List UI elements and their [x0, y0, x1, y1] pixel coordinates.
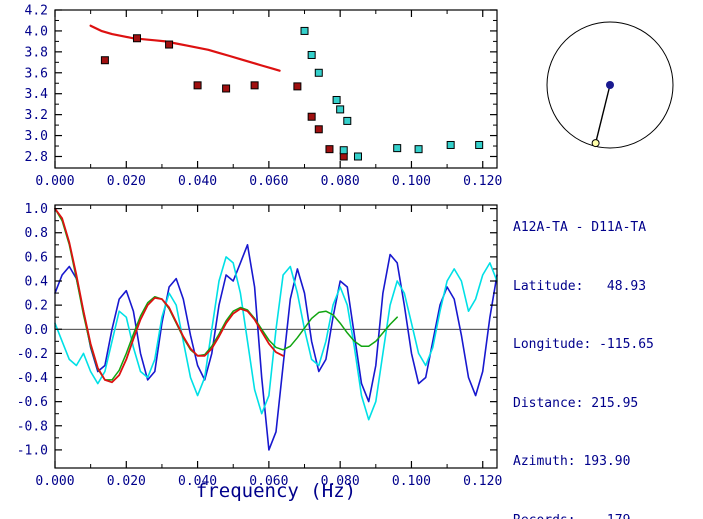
waveform-spectrum-chart: frequency (Hz) 0.000 0.020 0.040 0.060 0.080… — [17, 202, 503, 502]
info-line-records: Records: 179 — [513, 511, 654, 519]
y-tick-label: -0.4 — [17, 371, 48, 386]
y-tick-label: 3.2 — [25, 108, 48, 123]
x-tick-label: 0.040 — [178, 174, 217, 189]
plot-frame — [54, 9, 498, 169]
x-tick-label: 0.120 — [463, 474, 502, 489]
station-info-panel: A12A-TA - D11A-TA Latitude: 48.93 Longit… — [513, 179, 654, 519]
x-tick-label: 0.100 — [392, 474, 431, 489]
x-tick-label: 0.080 — [321, 174, 360, 189]
azimuth-diagram — [546, 21, 674, 149]
x-tick-label: 0.040 — [178, 474, 217, 489]
y-tick-label: -0.6 — [17, 395, 48, 410]
x-axis-title: frequency (Hz) — [196, 480, 356, 502]
y-tick-label: 0.6 — [25, 250, 48, 265]
coherence-trace-blue — [54, 243, 498, 451]
station-pair-label: A12A-TA - D11A-TA — [513, 220, 647, 235]
x-tick-label: 0.020 — [107, 474, 146, 489]
y-tick-label: 4.0 — [25, 24, 48, 39]
y-tick-label: 3.6 — [25, 66, 48, 81]
dispersion-curve-chart: 0.000 0.020 0.040 0.060 0.080 0.100 0.120 4.2 4.… — [25, 4, 503, 190]
y-tick-label: 3.0 — [25, 129, 48, 144]
y-tick-label: 0.2 — [25, 299, 48, 314]
y-tick-label: 0.8 — [25, 226, 48, 241]
info-line-azimuth: Azimuth: 193.90 — [513, 454, 631, 469]
x-tick-label: 0.060 — [249, 474, 288, 489]
x-tick-label: 0.060 — [249, 174, 288, 189]
y-tick-label: 3.4 — [25, 87, 49, 102]
reference-dispersion-curve — [89, 24, 281, 72]
x-tick-label: 0.120 — [463, 174, 502, 189]
azimuth-ray — [594, 84, 611, 144]
y-tick-label: -0.2 — [17, 347, 48, 362]
measured-velocity-points-dark-red — [100, 34, 348, 161]
y-tick-label: -1.0 — [17, 443, 48, 458]
plot-frame — [54, 204, 498, 469]
y-tick-label: 4.2 — [25, 4, 48, 19]
smoothed-trace-green — [54, 207, 398, 381]
y-tick-label: 1.0 — [25, 202, 48, 217]
measured-velocity-points-cyan — [300, 26, 484, 161]
info-line-longitude: Longitude: -115.65 — [513, 337, 654, 352]
y-tick-label: 3.8 — [25, 45, 48, 60]
x-tick-label: 0.000 — [35, 174, 74, 189]
coherence-trace-cyan — [54, 256, 498, 421]
info-line-latitude: Latitude: 48.93 — [513, 278, 647, 294]
x-tick-label: 0.100 — [392, 174, 431, 189]
reference-station-dot — [606, 81, 614, 89]
x-tick-label: 0.020 — [107, 174, 146, 189]
y-tick-label: 2.8 — [25, 150, 48, 165]
info-line-distance: Distance: 215.95 — [513, 395, 639, 411]
y-tick-label: -0.8 — [17, 419, 48, 434]
azimuth-circle — [546, 21, 674, 149]
smoothed-trace-red — [54, 207, 285, 384]
x-tick-label: 0.000 — [35, 474, 74, 489]
y-tick-label: 0.0 — [25, 323, 48, 338]
target-station-dot — [591, 139, 600, 148]
y-tick-label: 0.4 — [25, 275, 49, 290]
x-tick-label: 0.080 — [321, 474, 360, 489]
